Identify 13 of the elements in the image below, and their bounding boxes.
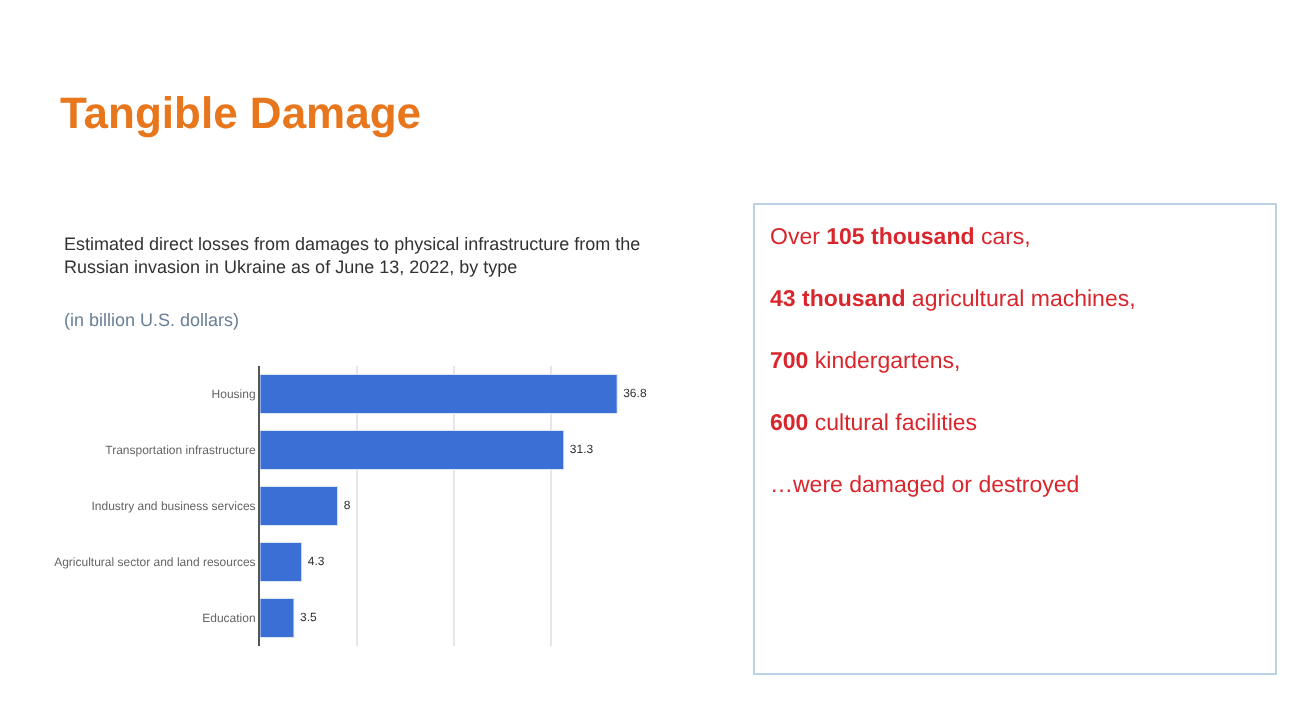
text: …were damaged or destroyed: [770, 474, 1080, 498]
chart-subtitle: (in billion U.S. dollars): [64, 310, 240, 330]
bar: [260, 429, 565, 471]
bar: [260, 541, 303, 583]
text: Over 105 thousand cars,: [770, 226, 1031, 250]
text: 600 cultural facilities: [770, 412, 978, 436]
bar: [260, 373, 618, 415]
text: Tangible Damage: [60, 88, 422, 138]
bar: [260, 485, 339, 527]
text: 43 thousand agricultural machines,: [770, 288, 1136, 312]
text: 700 kindergartens,: [770, 350, 961, 374]
chart-title: Estimated direct losses from damages to physical infrastructure from the Russian invasion in Ukraine as of June 13, 2022, by type: [64, 234, 641, 278]
bar: [260, 597, 295, 639]
